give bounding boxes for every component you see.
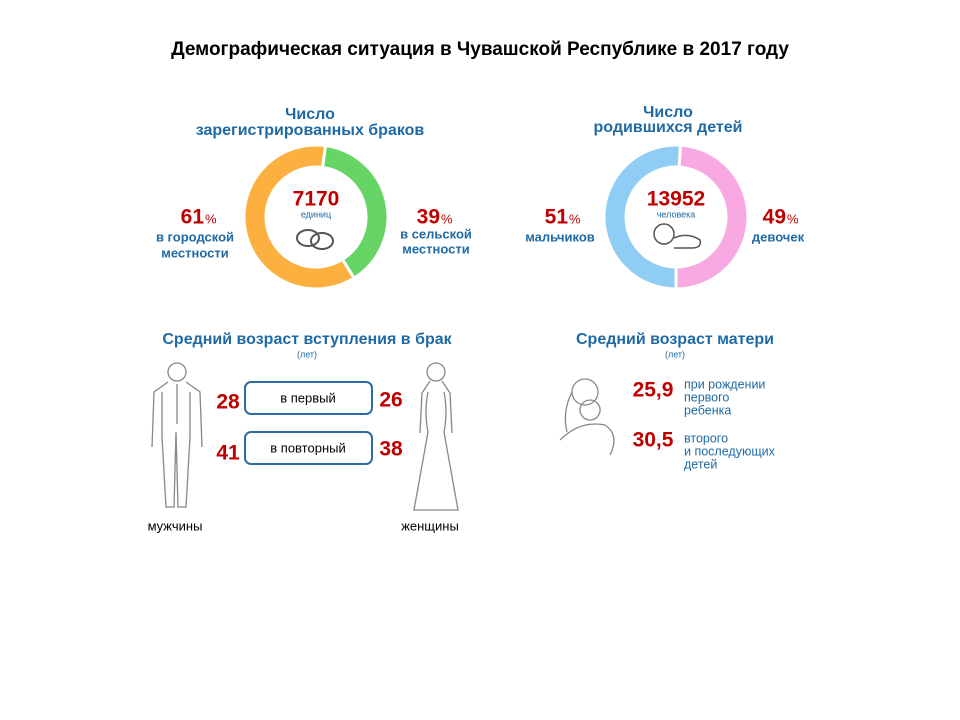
segment-label: в сельской [400, 226, 472, 241]
donut [242, 143, 390, 291]
age-label: второго [684, 431, 728, 445]
men-age: 41 [216, 442, 240, 465]
donut-segment [602, 143, 683, 291]
segment-label: мальчиков [525, 229, 595, 244]
percent-sign: % [441, 211, 453, 226]
heading: родившихся детей [594, 119, 743, 136]
label-box [244, 381, 373, 415]
women-age: 26 [379, 389, 402, 412]
segment-label: местности [402, 241, 469, 256]
percent-value: 39 [417, 206, 440, 229]
unit: (лет) [297, 349, 317, 359]
percent-value: 49 [763, 206, 786, 229]
segment-label: девочек [752, 229, 805, 244]
percent-sign: % [205, 211, 217, 226]
percent-value: 61 [181, 206, 205, 229]
baby-icon [653, 223, 702, 249]
age-label: и последующих [684, 444, 776, 458]
rings-icon [296, 229, 334, 250]
man-silhouette [151, 362, 203, 508]
donut-segment [674, 143, 750, 291]
heading: Средний возраст вступления в брак [162, 331, 452, 348]
page-title: Демографическая ситуация в Чувашской Рес… [171, 39, 789, 60]
percent-sign: % [569, 211, 581, 226]
donut [602, 143, 750, 291]
total: 13952 [647, 188, 705, 211]
age-value: 25,9 [633, 379, 674, 402]
label-box [244, 431, 373, 465]
age-label: первого [684, 390, 729, 404]
men-age: 28 [216, 391, 240, 414]
women-age: 38 [379, 438, 403, 461]
row-label: в первый [280, 390, 336, 405]
percent-sign: % [787, 211, 799, 226]
women-label: женщины [401, 518, 459, 533]
men-label: мужчины [148, 518, 203, 533]
total: 7170 [293, 188, 340, 211]
woman-silhouette [413, 362, 459, 511]
unit: единиц [301, 209, 331, 219]
heading: Средний возраст матери [576, 331, 774, 348]
unit: человека [657, 209, 696, 219]
heading: Число [643, 104, 693, 121]
unit: (лет) [665, 349, 685, 359]
donut-segment [242, 143, 357, 291]
mother-icon [559, 378, 615, 456]
percent-value: 51 [545, 206, 569, 229]
row-label: в повторный [270, 440, 345, 455]
age-value: 30,5 [633, 429, 674, 452]
heading: зарегистрированных браков [196, 122, 425, 139]
segment-label: в городской [156, 229, 234, 244]
heading: Число [285, 106, 335, 123]
segment-label: местности [161, 245, 228, 260]
age-label: детей [684, 457, 717, 471]
age-label: при рождении [684, 377, 765, 391]
donut-segment [320, 143, 390, 281]
age-label: ребенка [684, 403, 731, 417]
